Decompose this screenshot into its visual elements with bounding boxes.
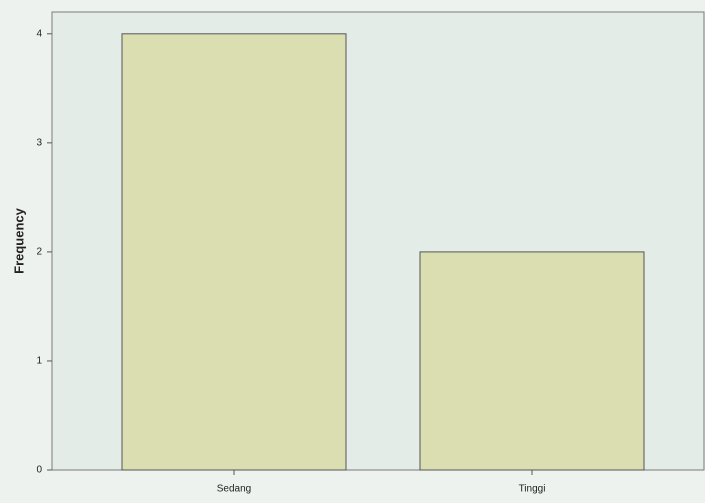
y-tick-label: 1	[36, 356, 42, 367]
x-tick-label: Tinggi	[519, 484, 546, 495]
y-tick-label: 3	[36, 137, 42, 148]
y-axis-label: Frequency	[11, 207, 26, 274]
y-tick-label: 0	[36, 465, 42, 476]
x-tick-label: Sedang	[217, 484, 251, 495]
bar	[121, 33, 347, 471]
y-tick-label: 4	[36, 28, 42, 39]
y-tick-label: 2	[36, 247, 42, 258]
bar	[419, 251, 645, 471]
